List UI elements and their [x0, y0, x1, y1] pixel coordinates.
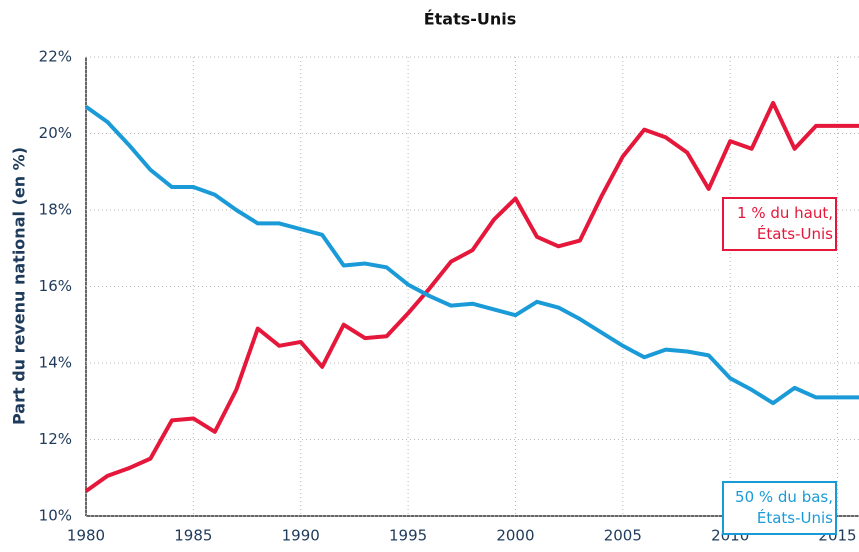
y-tick-label: 22% — [39, 48, 72, 66]
x-tick-label: 2000 — [496, 527, 534, 545]
chart-title: États-Unis — [424, 10, 517, 29]
y-tick-label: 14% — [39, 354, 72, 372]
x-tick-label: 2005 — [604, 527, 642, 545]
x-tick-label: 1980 — [67, 527, 105, 545]
y-tick-label: 12% — [39, 430, 72, 448]
y-axis-label: Part du revenu national (en %) — [10, 147, 29, 425]
y-tick-label: 16% — [39, 277, 72, 295]
y-tick-label: 10% — [39, 507, 72, 525]
x-tick-label: 1990 — [282, 527, 320, 545]
x-tick-label: 1985 — [174, 527, 212, 545]
x-tick-label: 1995 — [389, 527, 427, 545]
line-series — [84, 105, 859, 406]
y-tick-label: 18% — [39, 201, 72, 219]
series-label: 1 % du haut, États-Unis — [722, 197, 837, 251]
series-label: 50 % du bas, États-Unis — [722, 481, 837, 535]
line-series — [84, 100, 859, 493]
y-tick-label: 20% — [39, 124, 72, 142]
